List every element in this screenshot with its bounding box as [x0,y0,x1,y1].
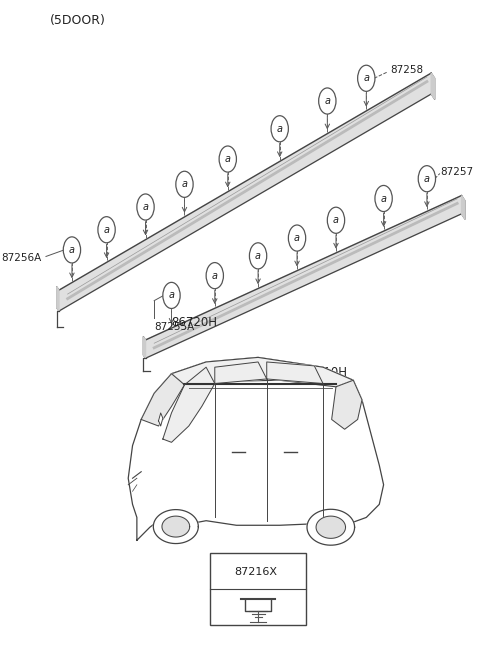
Polygon shape [431,73,435,99]
Polygon shape [215,362,267,384]
Polygon shape [158,413,163,426]
Text: 87258: 87258 [390,66,423,75]
Text: 87216X: 87216X [234,567,277,577]
Polygon shape [128,358,384,541]
Circle shape [216,561,230,582]
Circle shape [358,65,375,91]
Text: a: a [181,179,188,190]
Circle shape [137,194,154,220]
Polygon shape [307,509,355,545]
Text: 86720H: 86720H [171,316,217,329]
Circle shape [176,171,193,197]
Text: a: a [324,96,330,106]
Polygon shape [163,367,215,442]
Polygon shape [162,516,190,537]
Text: a: a [225,154,231,164]
Text: a: a [104,225,109,235]
Circle shape [319,88,336,114]
Polygon shape [461,195,465,219]
Polygon shape [316,516,346,539]
Circle shape [163,282,180,308]
Polygon shape [141,374,184,426]
Polygon shape [267,362,323,384]
Circle shape [63,237,81,263]
Circle shape [327,207,345,234]
Text: a: a [212,271,218,281]
Text: 87255A: 87255A [154,321,194,331]
Text: a: a [363,73,369,83]
Circle shape [288,225,306,251]
Text: a: a [69,245,75,255]
Polygon shape [171,358,353,387]
FancyBboxPatch shape [210,554,306,625]
Circle shape [250,243,267,269]
Circle shape [98,216,115,243]
Text: a: a [294,233,300,243]
Text: 87256A: 87256A [1,253,42,263]
Text: 86710H: 86710H [301,366,348,379]
Circle shape [271,115,288,142]
Text: a: a [168,291,175,300]
Polygon shape [332,380,362,429]
Circle shape [418,166,435,192]
Text: a: a [143,202,148,212]
Text: (5DOOR): (5DOOR) [50,14,106,28]
Polygon shape [153,510,198,544]
Text: a: a [333,215,339,225]
Polygon shape [144,337,145,358]
Circle shape [375,186,392,212]
Text: a: a [276,124,283,134]
Text: a: a [255,251,261,261]
Circle shape [219,146,237,172]
Text: a: a [381,194,386,203]
Polygon shape [145,195,461,358]
Polygon shape [57,287,59,311]
Text: a: a [424,174,430,184]
Circle shape [206,262,224,289]
Polygon shape [59,73,431,311]
Text: a: a [221,567,226,576]
Text: 87257: 87257 [441,167,474,177]
